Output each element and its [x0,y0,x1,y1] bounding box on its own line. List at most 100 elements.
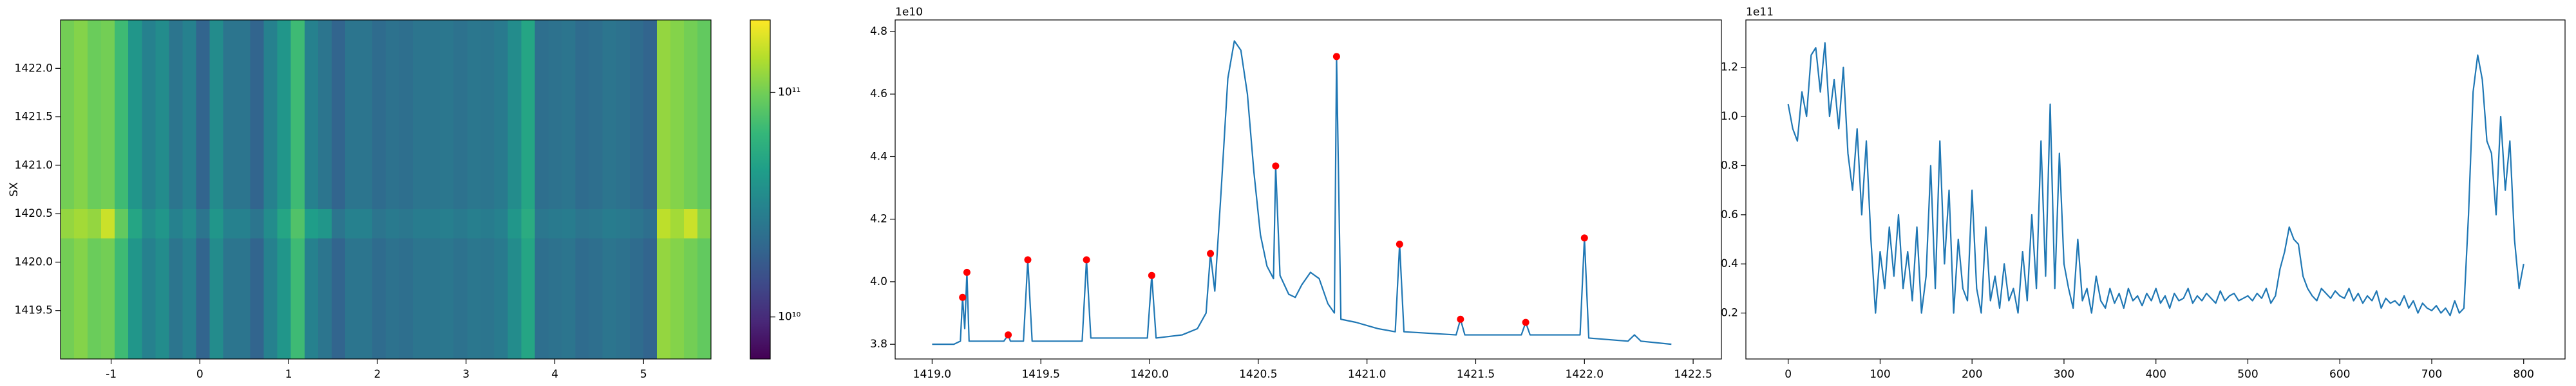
heatmap-cell [115,237,129,360]
heatmap-cell [263,208,278,239]
heatmap-cell [88,237,102,360]
heatmap-cell [101,208,115,239]
peak-marker [1024,256,1032,264]
axes-frame [895,19,1722,360]
y-tick-label: 1.0 [1721,110,1738,123]
heatmap-cell [61,20,75,210]
heatmap-cell [317,237,332,360]
x-tick-label: 300 [2054,368,2074,381]
heatmap-cell [629,237,644,360]
x-tick-label: 200 [1962,368,1982,381]
heatmap-cell [629,20,644,210]
heatmap-cell [535,237,549,360]
y-tick-label: 3.8 [870,338,887,351]
heatmap-cell [643,208,658,239]
peak-marker [1457,315,1464,323]
peak-marker [1396,241,1403,248]
heatmap-cell [616,208,630,239]
heatmap-cell [616,20,630,210]
heatmap-cell [507,20,522,210]
heatmap-cell [277,237,292,360]
heatmap-cell [521,208,536,239]
offset-text: 1e11 [1746,6,1774,19]
heatmap-cell [223,237,238,360]
heatmap-cell [399,208,413,239]
x-tick-label: 0 [1785,368,1792,381]
heatmap-cell [697,20,712,210]
x-tick-label: 400 [2145,368,2166,381]
heatmap-cell [263,237,278,360]
heatmap-cell [61,208,75,239]
x-tick-label: 600 [2329,368,2350,381]
peak-marker [959,293,967,301]
heatmap-cell [155,237,169,360]
heatmap-cell [331,237,346,360]
y-tick-label: 0.6 [1721,208,1738,221]
heatmap-cell [196,20,211,210]
heatmap-cell [345,20,359,210]
y-tick-label: 1420.5 [15,207,53,220]
y-tick-label: 0.2 [1721,307,1738,320]
heatmap-cell [128,20,142,210]
heatmap-cell [480,237,495,360]
heatmap [61,20,712,360]
y-tick-label: 1422.0 [15,62,53,75]
heatmap-cell [196,237,211,360]
y-tick-label: 1420.0 [15,255,53,268]
heatmap-cell [426,208,440,239]
heatmap-cell [236,20,251,210]
heatmap-cell [74,20,88,210]
y-tick-label: 1421.5 [15,111,53,124]
heatmap-cell [399,237,413,360]
peak-marker [1207,250,1215,257]
axes-frame [60,19,712,360]
heatmap-cell [575,20,590,210]
heatmap-cell [142,237,156,360]
heatmap-cell [467,20,481,210]
heatmap-cell [169,237,183,360]
heatmap-cell [386,20,400,210]
heatmap-cell [74,237,88,360]
peak-marker [1522,318,1530,326]
heatmap-cell [683,208,698,239]
heatmap-cell [372,237,386,360]
heatmap-cell [331,20,346,210]
heatmap-cell [236,237,251,360]
heatmap-cell [440,237,454,360]
heatmap-cell [142,20,156,210]
heatmap-cell [562,237,576,360]
heatmap-cell [616,237,630,360]
heatmap-cell [345,208,359,239]
heatmap-cell [494,20,508,210]
x-tick-label: 1419.5 [1021,368,1059,381]
heatmap-cell [670,20,685,210]
heatmap-cell [358,20,373,210]
heatmap-cell [697,237,712,360]
heatmap-cell [386,237,400,360]
x-tick-label: 1419.0 [913,368,951,381]
heatmap-cell [290,20,305,210]
x-tick-label: 500 [2237,368,2258,381]
axes-frame [1745,19,2566,360]
x-tick-label: 700 [2421,368,2442,381]
heatmap-cell [413,20,427,210]
heatmap-cell [440,208,454,239]
heatmap-cell [535,20,549,210]
heatmap-cell [413,237,427,360]
heatmap-cell [589,20,603,210]
heatmap-cell [209,237,224,360]
heatmap-cell [128,208,142,239]
heatmap-cell [480,208,495,239]
heatmap-cell [589,237,603,360]
heatmap-cell [290,237,305,360]
heatmap-cell [602,20,617,210]
heatmap-cell [683,20,698,210]
peak-marker [963,268,971,276]
heatmap-cell [507,208,522,239]
x-tick-label: 1422.0 [1566,368,1604,381]
heatmap-cell [656,20,671,210]
heatmap-cell [548,208,563,239]
x-tick-label: 3 [462,368,469,381]
heatmap-cell [277,208,292,239]
